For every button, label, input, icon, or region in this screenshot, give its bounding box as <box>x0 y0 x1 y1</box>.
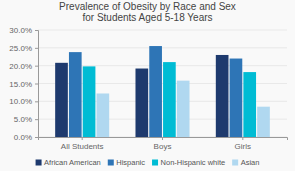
bar <box>55 63 68 137</box>
grid-line <box>38 47 287 48</box>
tick-label: All Students <box>61 142 104 151</box>
tick-label: 10.0% <box>9 97 32 106</box>
tick-label: 25.0% <box>9 44 32 53</box>
series <box>69 46 242 137</box>
bars <box>55 46 270 137</box>
tick-mark <box>35 66 38 67</box>
legend: African American Hispanic Non-Hispanic whi… <box>36 158 260 167</box>
tick: 30.0% <box>9 26 38 35</box>
legend-label: African American <box>44 158 101 167</box>
tick: 25.0% <box>9 44 38 53</box>
tick-mark <box>242 137 243 140</box>
chart: Prevalence of Obesity by Race and Sexfor… <box>0 0 295 171</box>
tick-label: 5.0% <box>14 115 32 124</box>
tick-mark <box>82 137 83 140</box>
tick-mark <box>35 119 38 120</box>
bar <box>216 55 229 137</box>
series <box>83 62 256 137</box>
legend-label: Non-Hispanic white <box>161 158 226 167</box>
bar <box>135 69 148 137</box>
plot: 0.0% 5.0% 10.0% 15.0% 20.0% 25.0% 30.0% All Stu… <box>9 26 287 151</box>
series <box>97 81 270 137</box>
tick-mark <box>162 137 163 140</box>
bar <box>177 81 190 137</box>
title-line: for Students Aged 5-18 Years <box>82 12 212 23</box>
bar <box>97 93 110 137</box>
tick: All Students <box>61 137 104 151</box>
tick-label: Boys <box>154 142 172 151</box>
legend-item: Hispanic <box>108 158 146 167</box>
tick-mark <box>35 137 38 138</box>
axis-line <box>35 31 39 138</box>
legend-swatch <box>152 160 158 166</box>
bar <box>230 59 243 137</box>
legend-item: Non-Hispanic white <box>152 158 225 167</box>
axis-line <box>39 138 288 141</box>
legend-label: Hispanic <box>116 158 145 167</box>
tick: Girls <box>235 137 251 151</box>
tick-mark <box>35 48 38 49</box>
tick: 10.0% <box>9 97 38 106</box>
y-axis: 0.0% 5.0% 10.0% 15.0% 20.0% 25.0% 30.0% <box>9 26 38 142</box>
tick-label: 15.0% <box>9 80 32 89</box>
tick: Boys <box>154 137 172 151</box>
legend-swatch <box>36 160 42 166</box>
bar <box>69 52 82 137</box>
title-line: Prevalence of Obesity by Race and Sex <box>59 1 236 12</box>
bar <box>243 72 256 137</box>
tick-label: 20.0% <box>9 62 32 71</box>
legend-swatch <box>232 160 238 166</box>
tick: 5.0% <box>14 115 38 124</box>
tick-label: 0.0% <box>14 133 32 142</box>
tick: 20.0% <box>9 62 38 71</box>
bar <box>163 62 176 137</box>
tick: 15.0% <box>9 80 38 89</box>
tick-mark <box>35 101 38 102</box>
bar <box>83 66 96 137</box>
tick-label: Girls <box>235 142 251 151</box>
tick-mark <box>35 84 38 85</box>
grid-line <box>38 30 287 31</box>
tick: 0.0% <box>14 133 38 142</box>
tick-mark <box>35 30 38 31</box>
legend-label: Asian <box>241 158 260 167</box>
bar <box>257 107 270 137</box>
x-axis: All Students Boys Girls <box>39 137 288 151</box>
legend-item: African American <box>36 158 101 167</box>
title: Prevalence of Obesity by Race and Sexfor… <box>59 1 236 23</box>
tick-label: 30.0% <box>9 26 32 35</box>
bar <box>149 46 162 137</box>
grid <box>38 30 287 137</box>
legend-swatch <box>108 160 114 166</box>
legend-item: Asian <box>232 158 259 167</box>
